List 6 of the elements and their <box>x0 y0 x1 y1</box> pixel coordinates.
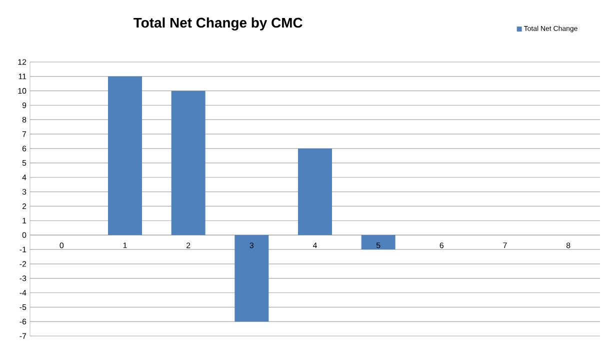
bar <box>234 235 269 322</box>
bar <box>361 235 396 250</box>
bar <box>108 76 142 236</box>
chart-title: Total Net Change by CMC <box>134 17 302 30</box>
bar <box>298 148 332 236</box>
bar <box>171 90 206 236</box>
